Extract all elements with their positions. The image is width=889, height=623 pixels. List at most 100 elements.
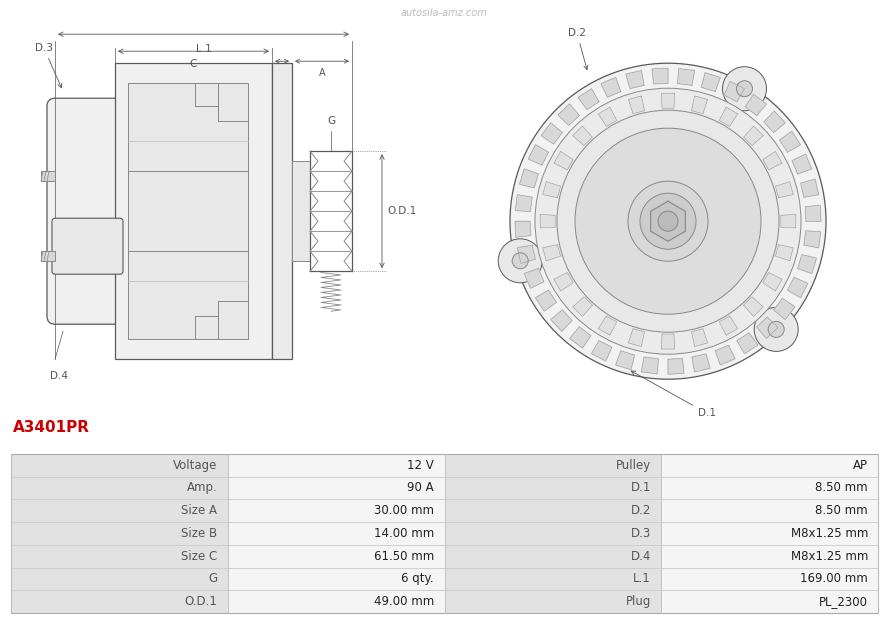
Text: 49.00 mm: 49.00 mm	[374, 595, 434, 608]
Text: 8.50 mm: 8.50 mm	[815, 482, 868, 495]
Polygon shape	[554, 151, 573, 170]
Polygon shape	[780, 131, 800, 152]
Text: autosila-amz.com: autosila-amz.com	[401, 8, 487, 18]
Text: D.3: D.3	[631, 527, 651, 540]
Circle shape	[640, 193, 696, 249]
FancyBboxPatch shape	[47, 98, 128, 324]
Text: D.2: D.2	[568, 28, 588, 70]
Bar	[444, 522, 661, 545]
Text: Size A: Size A	[181, 504, 217, 517]
Polygon shape	[715, 345, 735, 365]
Polygon shape	[743, 297, 763, 316]
Bar	[444, 568, 661, 591]
Text: C: C	[190, 59, 197, 69]
Bar	[115, 63, 272, 359]
Polygon shape	[763, 272, 782, 291]
Polygon shape	[651, 201, 685, 241]
Polygon shape	[692, 96, 708, 114]
Bar	[444, 454, 661, 477]
Bar	[444, 591, 661, 613]
Polygon shape	[788, 277, 808, 298]
Text: Plug: Plug	[626, 595, 651, 608]
Bar	[661, 568, 878, 591]
Polygon shape	[541, 214, 555, 228]
Bar	[272, 63, 292, 359]
Circle shape	[736, 81, 752, 97]
Polygon shape	[764, 111, 785, 133]
Text: Amp.: Amp.	[187, 482, 217, 495]
Text: 30.00 mm: 30.00 mm	[374, 504, 434, 517]
Text: Size B: Size B	[181, 527, 217, 540]
Text: B: B	[278, 68, 285, 78]
Polygon shape	[792, 154, 812, 174]
Bar	[444, 500, 661, 522]
Circle shape	[512, 253, 528, 269]
Text: 12 V: 12 V	[407, 459, 434, 472]
Circle shape	[723, 67, 766, 111]
Bar	[228, 454, 444, 477]
Polygon shape	[515, 221, 531, 237]
Polygon shape	[661, 93, 675, 108]
Polygon shape	[570, 327, 591, 348]
Polygon shape	[668, 358, 684, 374]
Circle shape	[754, 307, 798, 351]
Circle shape	[535, 88, 801, 354]
Bar	[228, 522, 444, 545]
Text: Size C: Size C	[181, 549, 217, 563]
Polygon shape	[573, 297, 592, 316]
Bar	[444, 477, 661, 500]
Circle shape	[658, 211, 678, 231]
Polygon shape	[719, 107, 738, 126]
Bar	[11, 522, 228, 545]
Bar	[661, 522, 878, 545]
Text: 8.50 mm: 8.50 mm	[815, 504, 868, 517]
Polygon shape	[701, 73, 720, 92]
Text: 14.00 mm: 14.00 mm	[374, 527, 434, 540]
Polygon shape	[677, 69, 694, 85]
Polygon shape	[801, 179, 819, 197]
Text: M8x1.25 mm: M8x1.25 mm	[790, 549, 868, 563]
Polygon shape	[661, 334, 675, 349]
Polygon shape	[725, 82, 744, 102]
Polygon shape	[551, 310, 573, 331]
Bar	[11, 500, 228, 522]
Circle shape	[498, 239, 542, 283]
Bar	[661, 500, 878, 522]
Circle shape	[510, 63, 826, 379]
Polygon shape	[543, 245, 561, 261]
Polygon shape	[692, 354, 710, 372]
Polygon shape	[525, 269, 544, 288]
Polygon shape	[781, 214, 796, 228]
Polygon shape	[519, 169, 539, 188]
Bar	[228, 545, 444, 568]
Text: D.1: D.1	[630, 482, 651, 495]
Polygon shape	[558, 104, 580, 125]
Polygon shape	[528, 145, 549, 165]
Bar	[11, 454, 878, 613]
Text: G: G	[327, 117, 335, 126]
Circle shape	[628, 181, 708, 261]
Text: D.4: D.4	[50, 371, 68, 381]
Bar	[11, 454, 228, 477]
FancyBboxPatch shape	[52, 218, 123, 274]
Polygon shape	[601, 77, 621, 97]
Text: A: A	[318, 68, 325, 78]
Bar	[661, 545, 878, 568]
Text: D.2: D.2	[630, 504, 651, 517]
Polygon shape	[745, 94, 766, 115]
Circle shape	[557, 110, 779, 332]
Polygon shape	[737, 333, 758, 354]
Polygon shape	[719, 316, 738, 335]
Text: O.D.1: O.D.1	[184, 595, 217, 608]
Bar	[11, 477, 228, 500]
Text: PL_2300: PL_2300	[819, 595, 868, 608]
Polygon shape	[757, 317, 778, 338]
Bar	[128, 83, 248, 339]
Polygon shape	[554, 272, 573, 291]
Polygon shape	[805, 205, 821, 221]
Polygon shape	[642, 357, 659, 374]
Bar	[41, 251, 55, 261]
Text: O.D.1: O.D.1	[387, 206, 416, 216]
Text: Pulley: Pulley	[616, 459, 651, 472]
Polygon shape	[616, 351, 635, 369]
